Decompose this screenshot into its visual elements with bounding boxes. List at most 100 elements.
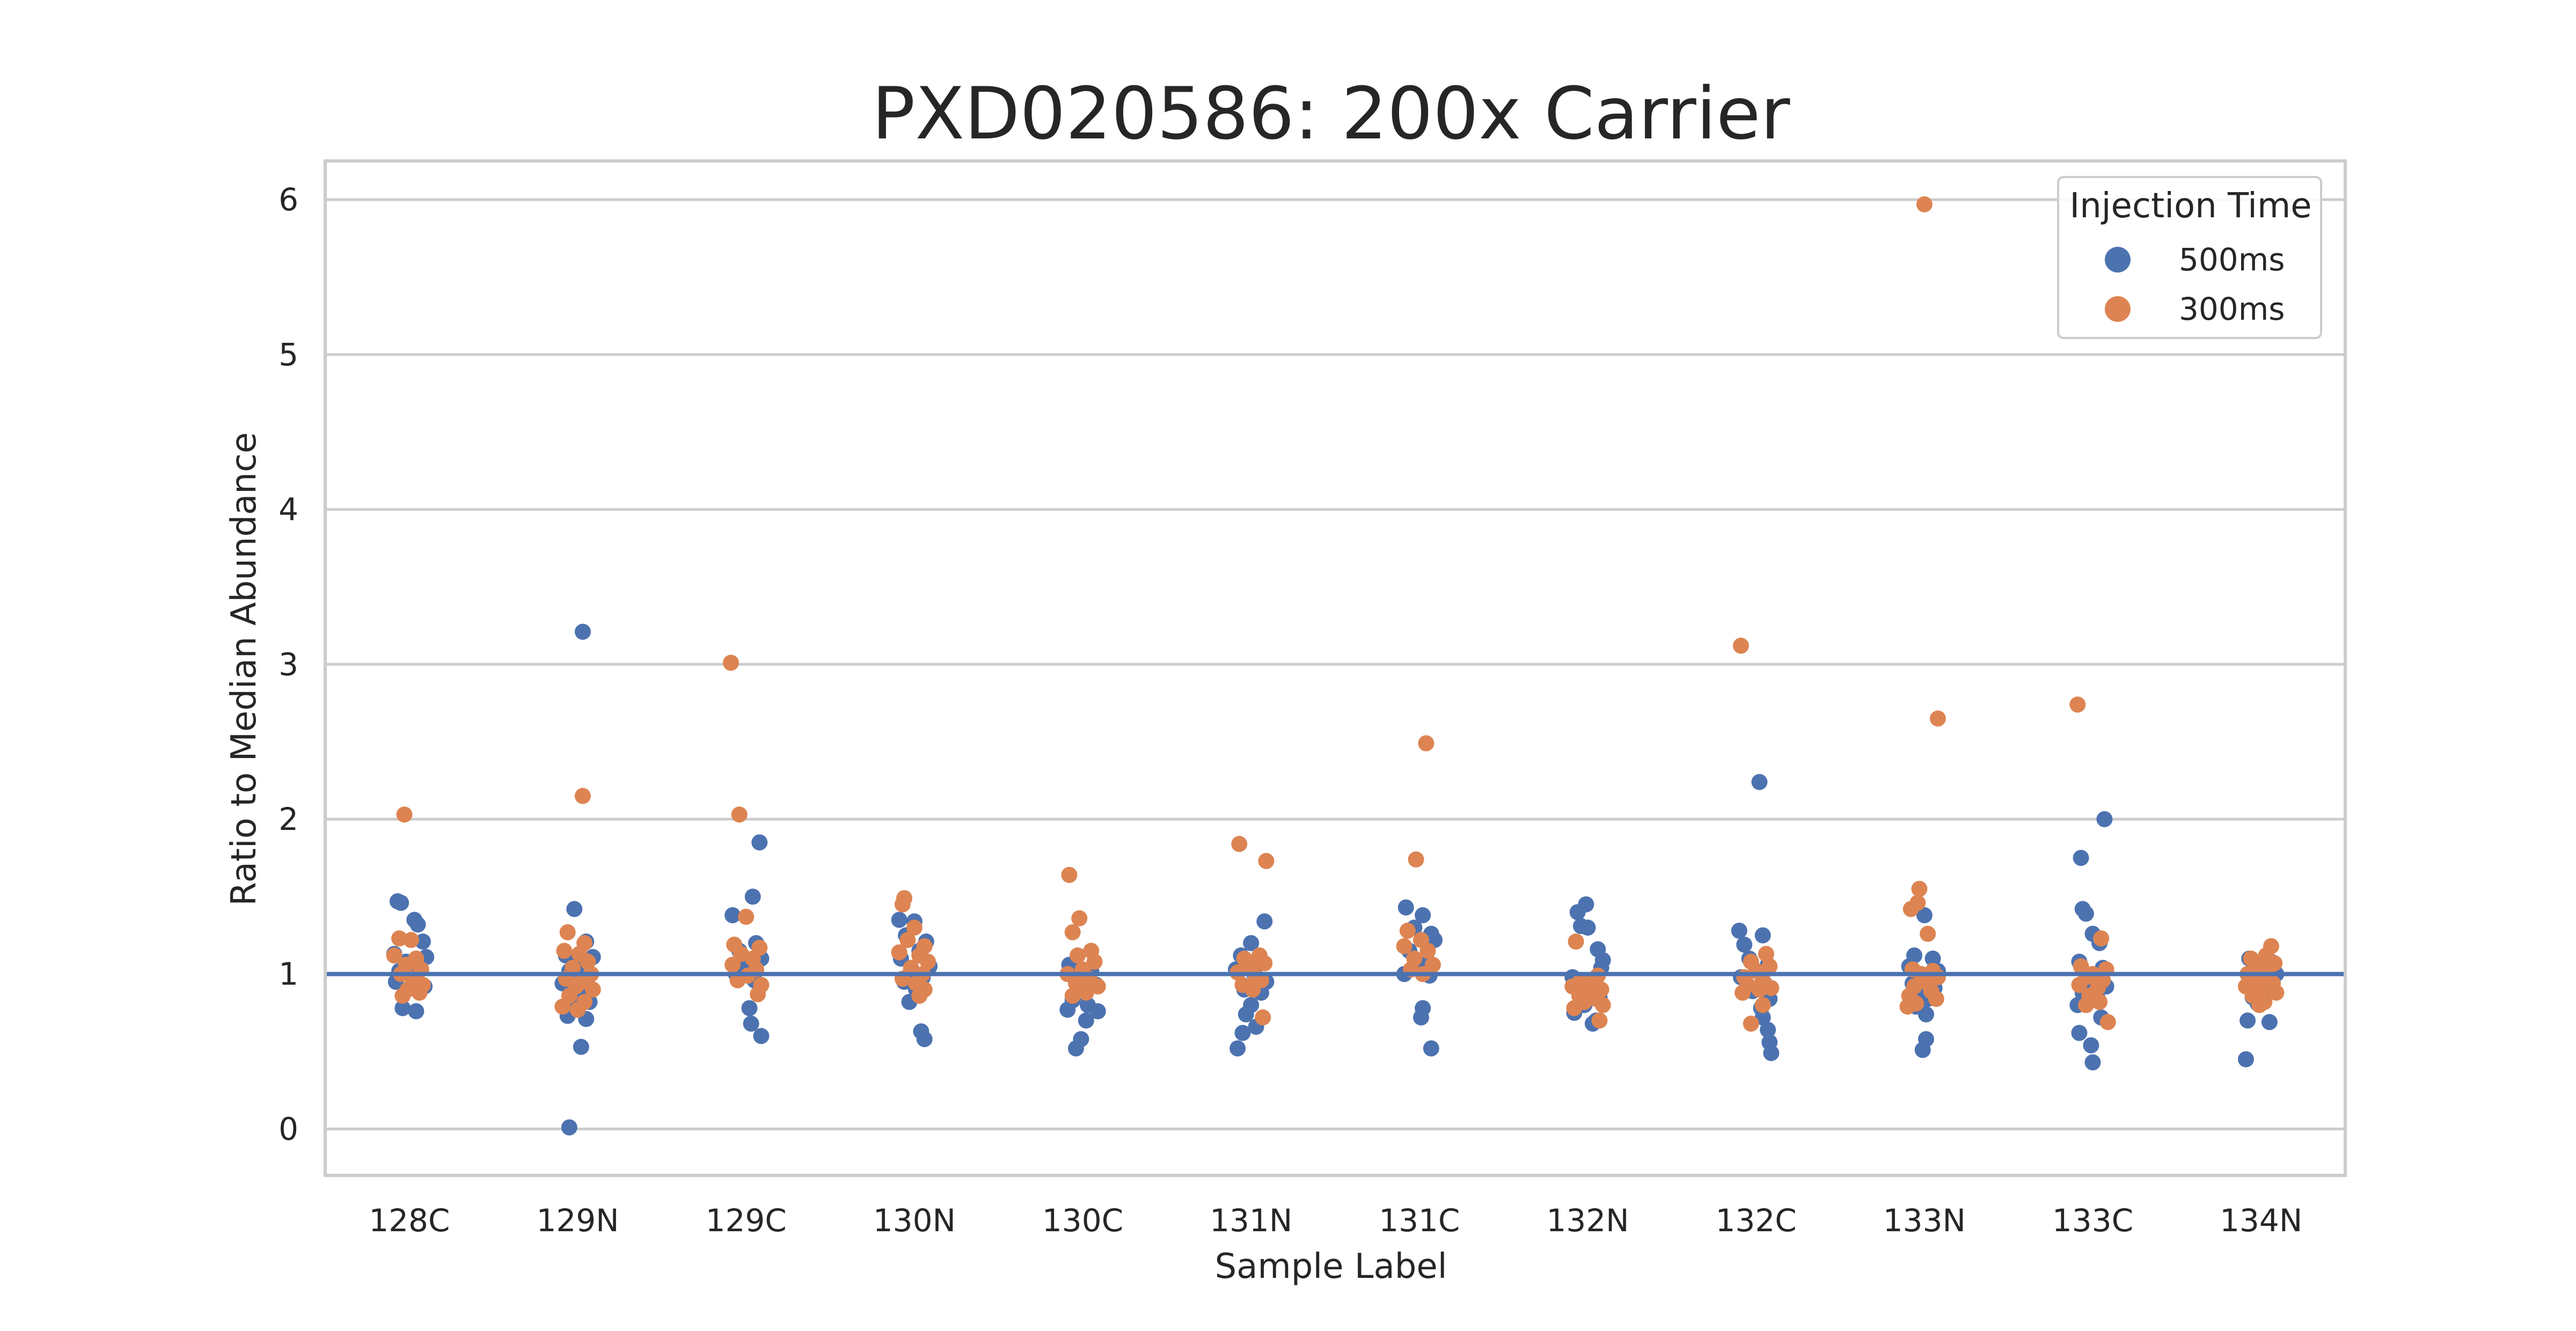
- y-tick-label: 4: [279, 491, 298, 528]
- point-300ms-132C: [1763, 980, 1780, 996]
- point-300ms-131C: [1396, 938, 1413, 954]
- point-500ms-133C: [2071, 1025, 2088, 1041]
- point-300ms-130N: [906, 920, 923, 936]
- point-300ms-132N: [1568, 933, 1584, 950]
- point-300ms-129C: [724, 957, 741, 973]
- point-300ms-132C: [1735, 984, 1751, 1001]
- point-500ms-129N: [566, 901, 583, 917]
- point-300ms-130N: [894, 896, 911, 913]
- y-tick-label: 2: [279, 801, 298, 837]
- point-500ms-130N: [891, 911, 908, 928]
- point-300ms-131N: [1258, 852, 1275, 869]
- point-300ms-130N: [919, 953, 936, 970]
- point-500ms-133C: [2073, 850, 2089, 866]
- point-500ms-131C: [1397, 899, 1414, 916]
- point-500ms-133C: [2096, 811, 2113, 827]
- point-500ms-132C: [1754, 927, 1771, 944]
- point-500ms-131C: [1415, 907, 1431, 923]
- point-300ms-130C: [1086, 953, 1103, 970]
- point-500ms-131N: [1234, 1025, 1251, 1041]
- point-500ms-129C: [741, 1000, 758, 1017]
- point-300ms-130C: [1061, 866, 1078, 883]
- point-300ms-130C: [1071, 910, 1088, 926]
- point-500ms-130C: [1059, 1002, 1076, 1018]
- point-300ms-133N: [1911, 880, 1928, 897]
- y-axis-label: Ratio to Median Abundance: [224, 432, 264, 906]
- point-300ms-132N: [1591, 1012, 1608, 1029]
- point-300ms-133N: [1920, 925, 1936, 942]
- chart-title: PXD020586: 200x Carrier: [872, 72, 1791, 156]
- point-500ms-131C: [1413, 1009, 1429, 1026]
- point-500ms-133C: [2084, 1054, 2101, 1071]
- point-500ms-132N: [1578, 896, 1594, 913]
- point-500ms-133N: [1918, 1006, 1934, 1023]
- point-500ms-133N: [1914, 1042, 1931, 1058]
- x-axis-ticks: 128C 129N 129C 130N 130C 131N 131C 132N 132C 133N…: [369, 1202, 2302, 1239]
- point-300ms-128C: [396, 806, 413, 823]
- x-tick-label: 130C: [1042, 1202, 1123, 1239]
- point-300ms-132C: [1732, 637, 1749, 654]
- point-300ms-130N: [911, 988, 928, 1004]
- point-300ms-130C: [1064, 924, 1081, 940]
- legend-label-500ms: 500ms: [2179, 241, 2285, 278]
- point-300ms-129N: [556, 943, 573, 959]
- point-500ms-134N: [2240, 1012, 2256, 1029]
- point-300ms-134N: [2268, 984, 2285, 1001]
- point-300ms-128C: [386, 947, 402, 964]
- point-300ms-129C: [731, 806, 748, 823]
- legend-marker-500ms: [2105, 247, 2131, 273]
- point-300ms-133N: [1916, 196, 1933, 212]
- point-300ms-133C: [2093, 930, 2110, 947]
- point-500ms-132C: [1731, 922, 1747, 939]
- point-300ms-129N: [584, 981, 601, 998]
- point-500ms-134N: [2261, 1014, 2278, 1031]
- point-300ms-132N: [1566, 1000, 1583, 1017]
- point-300ms-131N: [1245, 981, 1261, 998]
- legend: Injection Time 500ms 300ms: [2057, 176, 2322, 339]
- x-tick-label: 129N: [536, 1202, 619, 1239]
- point-500ms-128C: [393, 894, 409, 911]
- y-tick-label: 6: [279, 181, 298, 218]
- point-300ms-133C: [2099, 1014, 2116, 1031]
- point-300ms-132N: [1594, 997, 1611, 1013]
- x-tick-label: 132N: [1546, 1202, 1629, 1239]
- point-300ms-130C: [1064, 988, 1081, 1004]
- point-500ms-132C: [1754, 1009, 1771, 1026]
- point-500ms-131N: [1256, 913, 1273, 930]
- point-500ms-129C: [753, 1028, 770, 1045]
- point-500ms-133N: [1916, 907, 1933, 923]
- point-500ms-131C: [1423, 1040, 1439, 1057]
- point-300ms-134N: [2251, 997, 2268, 1013]
- point-300ms-129C: [722, 655, 739, 671]
- point-300ms-133N: [1928, 990, 1944, 1007]
- y-tick-label: 1: [279, 956, 298, 992]
- legend-marker-300ms: [2105, 296, 2131, 322]
- point-500ms-129N: [574, 623, 591, 640]
- point-500ms-134N: [2237, 1051, 2254, 1068]
- x-axis-label: Sample Label: [1215, 1247, 1447, 1286]
- x-tick-label: 131N: [1210, 1202, 1292, 1239]
- point-300ms-132C: [1743, 1016, 1759, 1032]
- point-300ms-128C: [394, 988, 411, 1004]
- point-500ms-132C: [1736, 936, 1753, 953]
- point-300ms-133C: [2077, 997, 2094, 1013]
- point-300ms-130C: [1089, 978, 1106, 995]
- point-300ms-131N: [1255, 1009, 1271, 1026]
- point-300ms-128C: [402, 932, 419, 948]
- point-500ms-133C: [2083, 1037, 2099, 1054]
- point-300ms-130N: [899, 932, 916, 948]
- point-300ms-133N: [1899, 998, 1916, 1015]
- point-300ms-131C: [1399, 922, 1416, 939]
- plot-frame: [324, 159, 2347, 1177]
- point-300ms-129N: [554, 998, 571, 1015]
- point-300ms-132C: [1761, 958, 1778, 975]
- gridlines: [325, 198, 2345, 1130]
- point-500ms-132C: [1763, 1045, 1780, 1061]
- series-300ms-points: [386, 196, 2285, 1032]
- point-300ms-129C: [750, 986, 766, 1003]
- x-tick-label: 133C: [2052, 1202, 2133, 1239]
- x-tick-label: 128C: [369, 1202, 450, 1239]
- point-300ms-128C: [411, 984, 428, 1001]
- point-500ms-129C: [743, 1016, 759, 1032]
